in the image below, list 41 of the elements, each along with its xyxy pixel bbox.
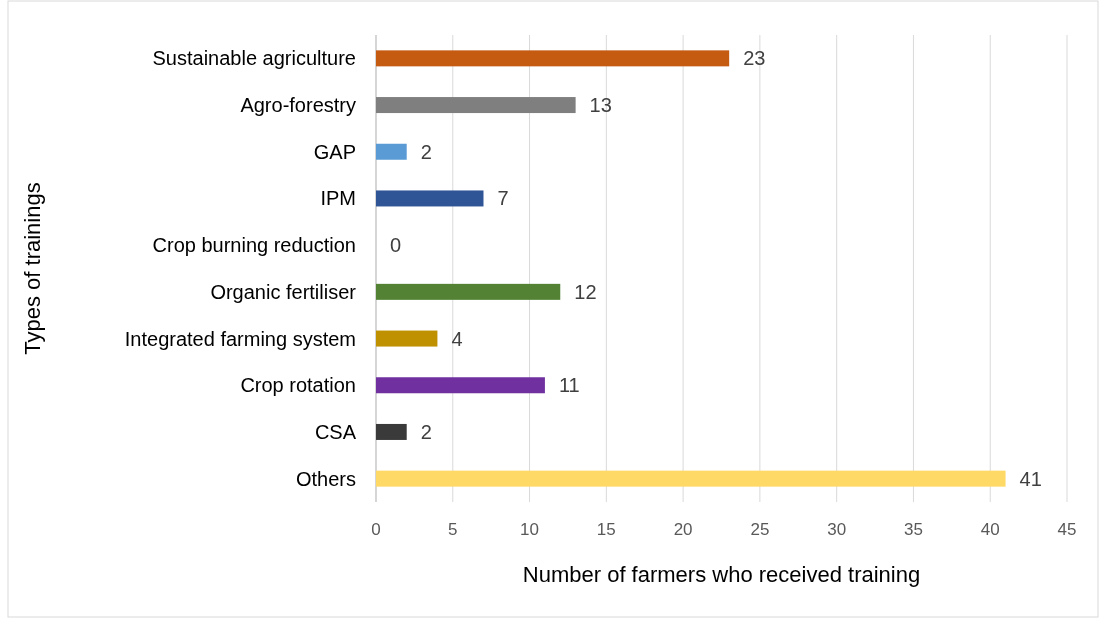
y-axis-title: Types of trainings (20, 182, 45, 355)
bar (376, 97, 576, 114)
y-tick-label: CSA (314, 420, 357, 443)
data-label: 13 (589, 94, 612, 117)
x-tick-label: 30 (827, 520, 847, 539)
data-label: 4 (451, 327, 463, 350)
y-tick-label: Agro-forestry (240, 94, 356, 117)
bar (376, 50, 730, 67)
data-label: 11 (558, 374, 580, 397)
x-tick-label: 25 (750, 520, 770, 539)
y-tick-label: Crop rotation (240, 374, 356, 397)
y-tick-label: IPM (320, 187, 356, 210)
x-axis-title: Number of farmers who received training (522, 562, 921, 587)
x-tick-label: 45 (1057, 520, 1077, 539)
y-tick-label: Sustainable agriculture (152, 47, 356, 70)
x-tick-label: 35 (903, 520, 923, 539)
bar (376, 190, 484, 207)
y-tick-label: Crop burning reduction (152, 234, 356, 257)
x-tick-label: 0 (371, 520, 381, 539)
x-tick-label: 5 (448, 520, 458, 539)
bar (376, 330, 438, 347)
bar (376, 470, 1006, 487)
x-tick-label: 40 (980, 520, 1000, 539)
x-tick-label: 10 (520, 520, 540, 539)
y-tick-label: Integrated farming system (124, 327, 356, 350)
bar (376, 283, 561, 300)
data-label: 23 (743, 47, 766, 70)
bar (376, 377, 545, 394)
y-tick-label: GAP (313, 140, 356, 163)
y-tick-label: Others (295, 467, 356, 490)
x-tick-label: 15 (596, 520, 616, 539)
x-tick-label: 20 (673, 520, 693, 539)
data-label: 41 (1019, 467, 1042, 490)
y-tick-label: Organic fertiliser (210, 280, 357, 303)
bar (376, 143, 407, 160)
data-label: 2 (420, 140, 432, 163)
bar (376, 423, 407, 440)
data-label: 7 (497, 187, 509, 210)
data-label: 0 (390, 234, 402, 257)
data-label: 2 (420, 420, 432, 443)
data-label: 12 (574, 280, 597, 303)
